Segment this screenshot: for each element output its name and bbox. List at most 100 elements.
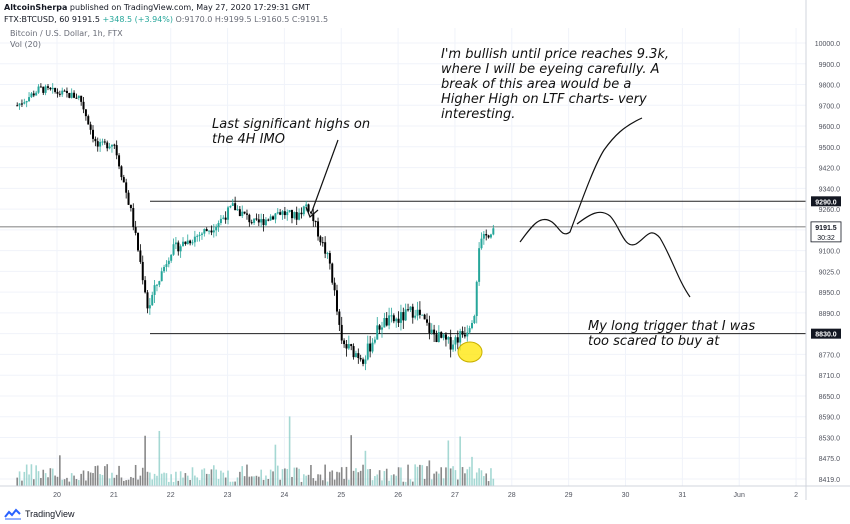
- candle-body: [286, 211, 289, 216]
- candle-body: [146, 292, 149, 309]
- tradingview-logo-icon: [4, 508, 21, 520]
- candle-body: [395, 318, 398, 322]
- volume-bar: [151, 479, 154, 486]
- volume-bar: [224, 477, 227, 486]
- volume-bar: [111, 472, 113, 486]
- volume-bar: [357, 472, 360, 486]
- volume-bar: [459, 436, 461, 486]
- volume-bar: [454, 470, 457, 486]
- volume-bar: [321, 480, 324, 486]
- volume-bar: [293, 467, 296, 486]
- volume-bar: [165, 473, 168, 486]
- candle-body: [475, 281, 478, 317]
- candle-body: [58, 93, 61, 95]
- volume-bar: [473, 478, 476, 486]
- volume-bar: [265, 475, 267, 486]
- x-tick-label: 21: [110, 492, 118, 499]
- volume-bar: [286, 468, 289, 486]
- candle-body: [319, 236, 322, 243]
- candle-body: [324, 242, 327, 254]
- y-tick-label: 8590.0: [819, 415, 841, 422]
- candle-body: [167, 260, 170, 265]
- candle-body: [435, 334, 438, 343]
- candle-body: [473, 316, 476, 324]
- candle-body: [487, 235, 490, 238]
- candle-body: [248, 214, 251, 223]
- candle-body: [234, 203, 237, 211]
- volume-bar: [68, 481, 71, 486]
- candle-body: [99, 141, 102, 147]
- candle-body: [333, 282, 336, 291]
- volume-bar: [248, 476, 251, 486]
- candle-body: [212, 230, 215, 233]
- candle-body: [73, 92, 76, 98]
- candle-body: [108, 146, 111, 149]
- candle-body: [56, 91, 59, 94]
- candle-body: [442, 334, 445, 338]
- candle-body: [208, 230, 211, 232]
- volume-bar: [156, 475, 158, 486]
- volume-bar: [158, 430, 161, 486]
- candle-body: [347, 344, 350, 349]
- volume-bar: [258, 476, 260, 486]
- candle-body: [42, 86, 45, 93]
- candle-body: [51, 87, 54, 90]
- volume-bar: [203, 468, 206, 486]
- candle-body: [125, 182, 128, 193]
- candle-body: [354, 353, 357, 358]
- candle-body: [272, 216, 275, 220]
- candle-body: [267, 219, 270, 221]
- volume-bar: [319, 474, 322, 486]
- candle-body: [39, 86, 42, 88]
- x-tick-label: 29: [565, 492, 573, 499]
- volume-bar: [369, 468, 371, 486]
- candle-body: [300, 212, 303, 215]
- volume-bar: [25, 464, 28, 486]
- candle-body: [366, 343, 369, 360]
- candle-body: [255, 218, 258, 220]
- arrow-to-highs: [310, 139, 339, 215]
- candle-body: [253, 218, 256, 223]
- candle-body: [274, 213, 277, 220]
- volume-bar: [63, 479, 66, 486]
- candle-body: [257, 219, 260, 223]
- volume-bar: [149, 472, 151, 486]
- level-price-tag: [811, 196, 841, 207]
- candle-body: [411, 306, 414, 318]
- projection-path-bearish: [576, 211, 691, 298]
- volume-bar: [312, 478, 315, 486]
- volume-bar: [89, 472, 92, 486]
- candle-body: [409, 306, 412, 311]
- candle-body: [118, 155, 121, 167]
- volume-bar: [310, 464, 312, 486]
- candle-body: [153, 285, 156, 295]
- tradingview-footer[interactable]: TradingView: [4, 508, 75, 520]
- volume-bar: [475, 472, 478, 486]
- candle-body: [37, 86, 40, 93]
- candle-body: [478, 248, 481, 282]
- volume-bar: [343, 478, 345, 486]
- y-tick-label: 9260.0: [819, 207, 841, 214]
- candle-body: [352, 346, 355, 358]
- y-tick-label: 9420.0: [819, 166, 841, 173]
- candle-body: [260, 219, 263, 223]
- volume-bar: [189, 479, 191, 486]
- candle-body: [331, 263, 334, 283]
- candle-body: [293, 212, 296, 219]
- candle-body: [106, 142, 109, 149]
- candle-body: [245, 213, 248, 215]
- volume-bar: [106, 464, 109, 486]
- volume-bar: [120, 477, 123, 486]
- x-tick-label: 31: [678, 492, 686, 499]
- candle-body: [44, 86, 47, 93]
- volume-bar: [400, 467, 402, 486]
- volume-bar: [295, 467, 298, 486]
- volume-bar: [326, 481, 329, 486]
- volume-bar: [163, 472, 165, 486]
- volume-bar: [217, 478, 220, 486]
- candle-body: [281, 211, 284, 215]
- volume-bar: [243, 476, 246, 486]
- candle-body: [205, 229, 208, 232]
- volume-bar: [255, 475, 258, 486]
